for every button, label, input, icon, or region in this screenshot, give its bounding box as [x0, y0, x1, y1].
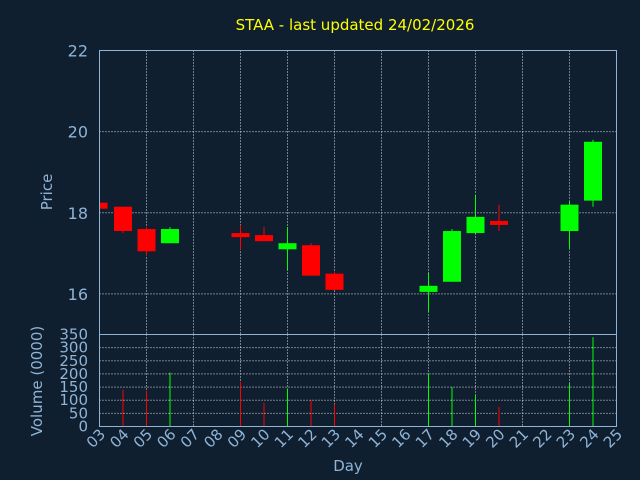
volume-tick-label: 150: [59, 378, 88, 396]
x-tick-label: 04: [106, 425, 132, 451]
candle-body: [278, 243, 297, 250]
volume-panel-frame: [99, 334, 617, 427]
price-panel-frame: [99, 50, 617, 335]
price-tick-label: 16: [68, 285, 88, 304]
x-tick-label: 08: [200, 425, 226, 451]
x-tick-label: 10: [247, 425, 273, 451]
candles: [99, 139, 602, 313]
price-tick-label: 18: [68, 204, 88, 223]
volume-tick-label: 100: [59, 391, 88, 409]
price-tick-label: 20: [68, 123, 88, 142]
x-axis-label: Day: [333, 457, 363, 475]
x-tick-label: 09: [224, 425, 250, 451]
candle-body: [490, 220, 508, 225]
x-tick-label: 25: [600, 425, 626, 451]
candle-body: [137, 229, 156, 252]
x-tick-label: 19: [459, 425, 485, 451]
candle-body: [231, 233, 250, 238]
candle-body: [584, 141, 602, 201]
price-axis: 16 18 20 22: [68, 42, 88, 304]
candle-body: [255, 235, 273, 242]
volume-grid: [99, 334, 617, 427]
x-tick-label: 12: [294, 425, 320, 451]
x-tick-label: 20: [482, 425, 508, 451]
x-tick-label: 06: [153, 425, 179, 451]
x-tick-label: 23: [553, 425, 579, 451]
volume-axis-label: Volume (0000): [28, 326, 46, 436]
volume-bars: [122, 337, 594, 427]
volume-tick-label: 50: [69, 404, 88, 422]
x-axis: 0304050607080910111213141516171819202122…: [83, 425, 626, 451]
candle-body: [302, 245, 320, 276]
x-tick-label: 05: [130, 425, 156, 451]
price-grid: [99, 50, 617, 335]
x-tick-label: 17: [412, 425, 438, 451]
x-tick-label: 21: [506, 425, 532, 451]
volume-tick-label: 250: [59, 352, 88, 370]
x-tick-label: 14: [341, 425, 367, 451]
candle-body: [443, 231, 461, 282]
candle-body: [114, 206, 132, 232]
volume-tick-label: 350: [59, 326, 88, 344]
x-tick-label: 18: [435, 425, 461, 451]
candle-body: [325, 273, 344, 290]
price-tick-label: 22: [68, 42, 88, 61]
volume-tick-label: 300: [59, 339, 88, 357]
x-tick-label: 07: [177, 425, 203, 451]
x-tick-label: 13: [318, 425, 344, 451]
candle-body: [466, 216, 485, 234]
x-tick-label: 22: [529, 425, 555, 451]
x-tick-label: 24: [576, 425, 602, 451]
volume-tick-label: 0: [78, 418, 88, 436]
candle-body: [161, 229, 179, 244]
y-axis-label: Price: [38, 174, 56, 211]
x-tick-label: 11: [271, 425, 297, 451]
x-tick-label: 16: [388, 425, 414, 451]
volume-tick-label: 200: [59, 365, 88, 383]
candle-body: [99, 202, 108, 209]
candle-body: [560, 204, 579, 232]
chart-title: STAA - last updated 24/02/2026: [236, 16, 475, 34]
x-tick-label: 15: [365, 425, 391, 451]
candle-body: [419, 285, 438, 292]
